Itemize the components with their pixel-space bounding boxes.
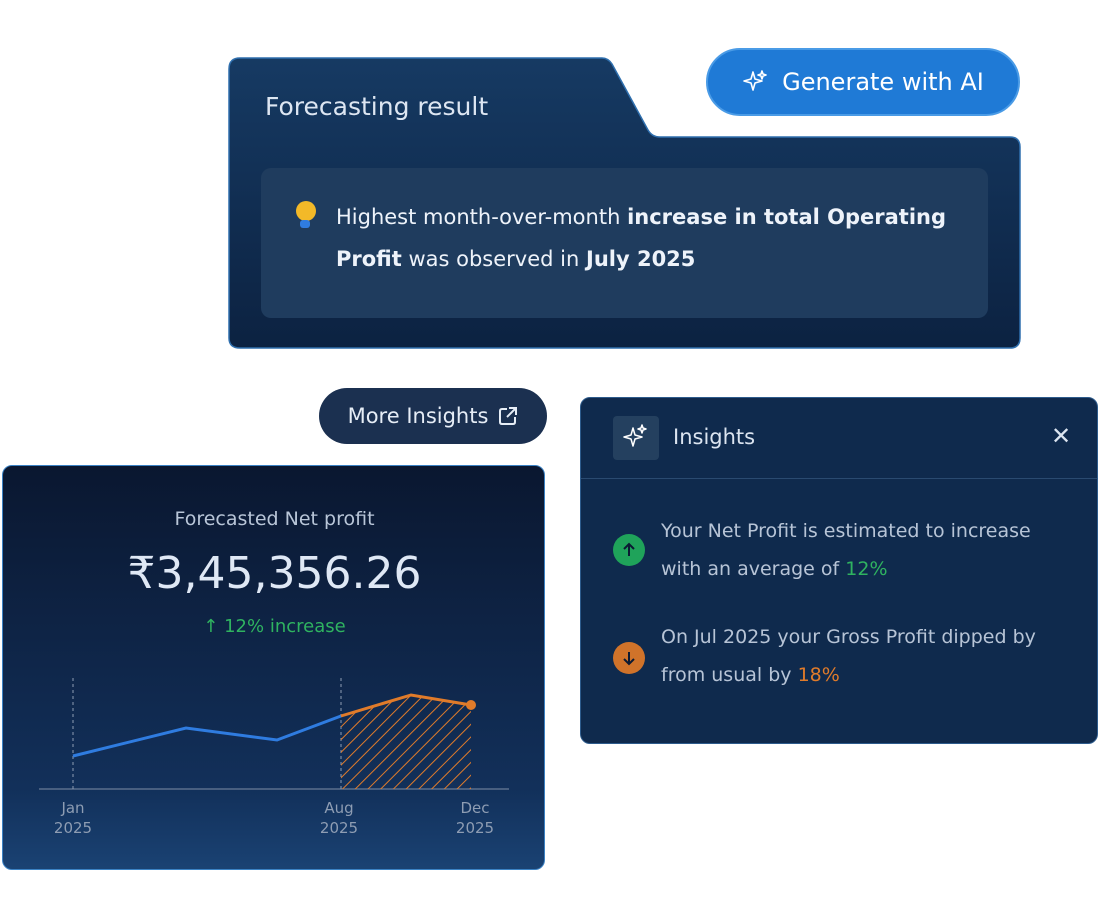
amount: ₹3,45,356.26: [127, 548, 422, 599]
panel-icon: [613, 416, 659, 460]
arrow: [623, 652, 635, 666]
close-button[interactable]: ✕: [1051, 422, 1072, 450]
text: Highest month-over-month: [336, 205, 621, 229]
insight-text: Highest month-over-month increase in tot…: [336, 196, 956, 280]
up-icon: [613, 534, 645, 566]
x-label: Dec 2025: [445, 798, 505, 838]
year: 2025: [455, 819, 495, 837]
year: 2025: [319, 819, 359, 837]
x-label: Aug 2025: [309, 798, 369, 838]
bulb-icon: [296, 201, 316, 228]
year: 2025: [53, 819, 93, 837]
panel-header: [581, 398, 1097, 479]
down-icon: [613, 642, 645, 674]
insight-item: Your Net Profit is estimated to increase…: [661, 512, 1071, 588]
highlight: 18%: [797, 664, 840, 686]
text: On Jul 2025 your Gross Profit dipped by …: [661, 626, 1036, 686]
text: Your Net Profit is estimated to increase…: [661, 520, 1031, 580]
sparkle-icon: [743, 70, 767, 91]
more-insights-button[interactable]: More Insights: [319, 388, 547, 444]
text-bold: increase in total Operating Profit: [336, 205, 947, 271]
month: Dec: [460, 799, 490, 817]
insight-box: [261, 168, 988, 318]
change-text: 12% increase: [224, 616, 346, 637]
highlight: 12%: [845, 558, 888, 580]
sparkline: [39, 678, 509, 790]
external-icon: [499, 407, 518, 425]
text-bold: July 2025: [586, 247, 696, 271]
month: Aug: [324, 799, 354, 817]
sparkle-icon: [623, 424, 647, 447]
net-profit-card: Forecasted Net profit ₹3,45,356.26 ↑ 12%…: [2, 465, 545, 870]
insight-item: On Jul 2025 your Gross Profit dipped by …: [661, 618, 1071, 694]
change: ↑ 12% increase: [203, 616, 346, 637]
arrow: [623, 542, 635, 556]
insights-panel: Insights ✕ Your Net Profit is estimated …: [580, 397, 1098, 744]
card-title: Forecasting result: [265, 92, 489, 121]
panel-title: Insights: [673, 425, 756, 449]
text: was observed in: [408, 247, 580, 271]
label: Forecasted Net profit: [174, 508, 375, 530]
button-label: More Insights: [347, 404, 489, 428]
generate-ai-button[interactable]: Generate with AI: [706, 48, 1020, 116]
x-label: Jan 2025: [43, 798, 103, 838]
month: Jan: [61, 799, 85, 817]
button-label: Generate with AI: [782, 68, 984, 96]
